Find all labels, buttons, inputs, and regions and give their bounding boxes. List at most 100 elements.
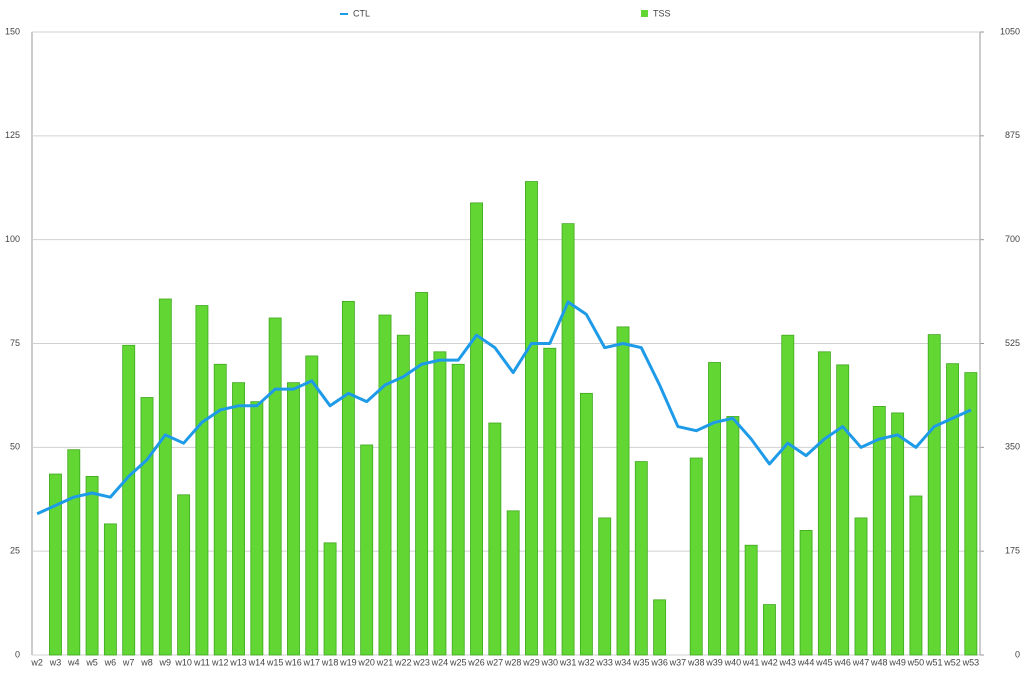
x-tick-label: w28 [504,657,522,667]
x-tick-label: w36 [650,657,668,667]
x-tick-label: w31 [559,657,577,667]
bar [598,517,612,656]
x-tick-label: w41 [742,657,760,667]
bar [378,314,392,656]
y-tick-label: 100 [5,234,20,244]
x-tick-label: w37 [669,657,687,667]
x-tick-label: w39 [705,657,723,667]
bar [653,599,667,656]
bar [744,544,758,656]
x-tick-label: w24 [431,657,449,667]
bar [891,412,905,656]
x-tick-label: w21 [376,657,394,667]
x-tick-label: w38 [687,657,705,667]
y-tick-label: 75 [10,338,20,348]
x-tick-label: w40 [724,657,742,667]
x-tick-label: w25 [449,657,467,667]
x-tick-label: w48 [870,657,888,667]
bar [543,347,557,656]
bar [177,494,191,656]
x-tick-label: w13 [229,657,247,667]
bar [213,363,227,656]
bar [561,223,575,656]
bar [433,351,447,656]
line [36,300,972,516]
x-tick-label: w15 [266,657,284,667]
x-tick-label: w45 [815,657,833,667]
bar [579,392,593,656]
x-tick-label: w44 [797,657,815,667]
bar [49,473,62,656]
y-tick-label: 0 [15,649,20,659]
bar [451,363,465,656]
bar [616,326,630,656]
x-tick-label: w29 [522,657,540,667]
x-tick-label: w51 [925,657,943,667]
x-tick-label: w22 [394,657,412,667]
y2-tick-label: 350 [1005,442,1020,452]
bar [305,355,319,656]
y2-tick-label: 1050 [1000,26,1020,36]
x-tick-label: w49 [888,657,906,667]
bar [708,362,721,656]
bar [927,334,941,656]
bar [122,344,136,656]
bar [909,495,923,656]
y-tick-label: 25 [10,546,20,556]
x-tick-label: w2 [30,657,43,667]
x-tick-label: w20 [357,657,375,667]
x-tick-label: w27 [486,657,504,667]
bar [488,422,502,656]
x-tick-label: w47 [852,657,870,667]
x-tick-label: w17 [303,657,321,667]
bar [506,510,520,656]
bar [799,530,813,656]
x-tick-label: w26 [467,657,485,667]
x-tick-label: w23 [412,657,430,667]
y-tick-label: 125 [5,130,20,140]
bar [323,542,337,656]
x-tick-label: w43 [779,657,797,667]
bar [268,317,282,656]
bar [67,449,81,656]
bar [103,523,117,656]
legend-label: CTL [353,8,370,18]
x-tick-label: w30 [541,657,559,667]
x-tick-label: w4 [67,657,80,667]
x-tick-label: w7 [122,657,135,667]
bar [250,401,264,656]
bar [634,461,648,656]
bar [470,202,483,656]
bar [140,397,154,656]
x-tick-label: w46 [833,657,851,667]
y2-tick-label: 700 [1005,234,1020,244]
x-tick-label: w12 [211,657,229,667]
x-tick-label: w34 [614,657,632,667]
bar [946,363,959,656]
bar [341,300,355,656]
x-tick-label: w11 [193,657,210,667]
x-tick-label: w5 [85,657,98,667]
bar [525,181,538,656]
bar [817,351,831,656]
bar [158,298,172,656]
bar [195,305,209,656]
x-tick-label: w32 [577,657,595,667]
bar [836,364,850,656]
bar [287,382,300,656]
x-tick-label: w8 [140,657,153,667]
bar [415,292,429,656]
y2-tick-label: 0 [1015,649,1020,659]
legend-label: TSS [653,8,671,18]
x-tick-label: w52 [943,657,961,667]
x-tick-label: w16 [284,657,302,667]
bar [726,416,740,656]
bar [781,334,795,656]
x-tick-label: w33 [595,657,613,667]
x-tick-label: w14 [248,657,266,667]
x-tick-label: w3 [49,657,62,667]
bar [396,334,410,656]
y2-tick-label: 875 [1005,130,1020,140]
bar [763,604,776,656]
